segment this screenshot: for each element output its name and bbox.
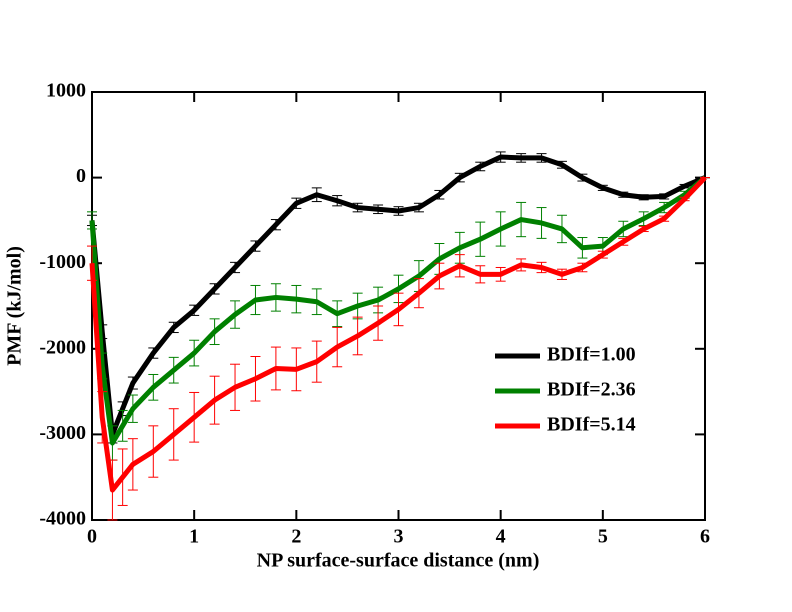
x-tick-label: 0 bbox=[87, 526, 97, 548]
line bbox=[89, 175, 707, 493]
legend-label: BDIf=2.36 bbox=[547, 379, 636, 401]
legend-label: BDIf=5.14 bbox=[547, 414, 636, 436]
x-tick-label: 2 bbox=[291, 526, 301, 548]
x-tick-label: 6 bbox=[700, 526, 710, 548]
y-tick-label: -1000 bbox=[39, 251, 86, 273]
x-axis-label: NP surface-surface distance (nm) bbox=[257, 550, 540, 572]
y-tick-label: -4000 bbox=[39, 508, 86, 530]
line bbox=[89, 175, 707, 446]
y-tick-label: 1000 bbox=[46, 80, 86, 102]
x-tick-label: 3 bbox=[394, 526, 404, 548]
y-axis-label: PMF (kJ/mol) bbox=[4, 246, 26, 366]
y-tick-label: -3000 bbox=[39, 422, 86, 444]
legend-label: BDIf=1.00 bbox=[547, 344, 636, 366]
y-tick-label: 0 bbox=[76, 165, 86, 187]
x-tick-label: 1 bbox=[189, 526, 199, 548]
line bbox=[89, 154, 706, 437]
y-tick-label: -2000 bbox=[39, 336, 86, 358]
x-tick-label: 5 bbox=[598, 526, 608, 548]
x-tick-label: 4 bbox=[496, 526, 506, 548]
